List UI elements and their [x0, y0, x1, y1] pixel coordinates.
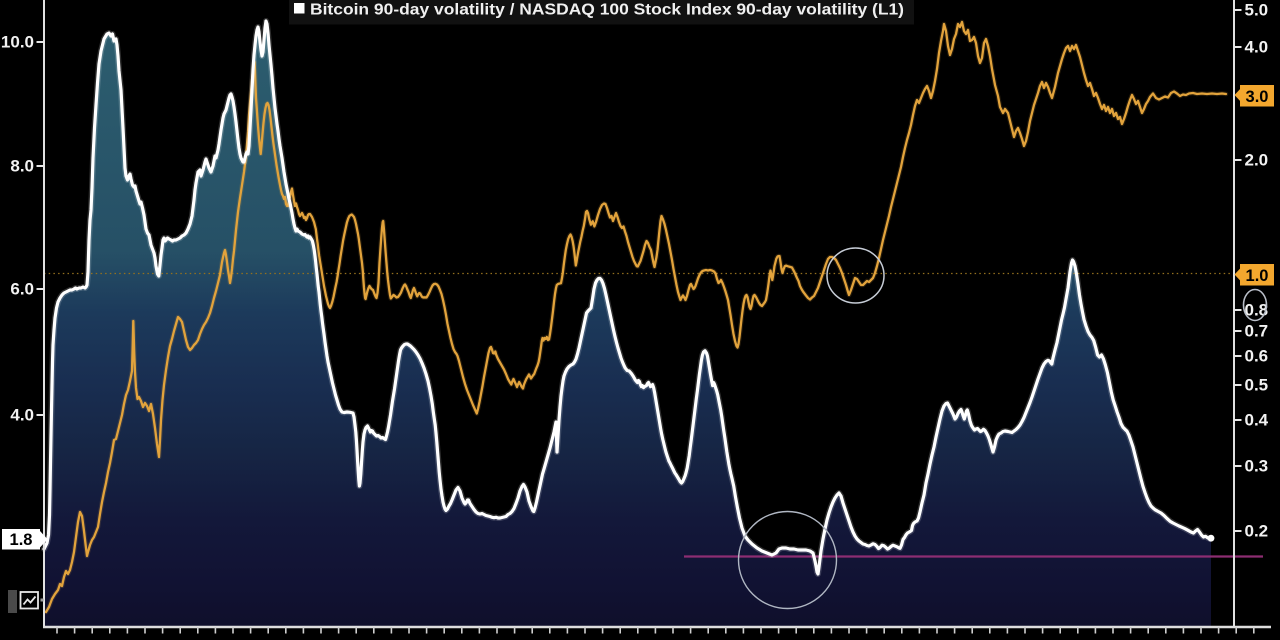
svg-text:Bitcoin 90-day volatility / NA: Bitcoin 90-day volatility / NASDAQ 100 S…: [310, 2, 904, 19]
svg-text:2.0: 2.0: [1245, 151, 1269, 170]
svg-text:4.0: 4.0: [1245, 38, 1269, 57]
svg-text:0.6: 0.6: [1245, 347, 1269, 366]
svg-text:4.0: 4.0: [10, 406, 34, 425]
svg-text:0.7: 0.7: [1245, 322, 1269, 341]
svg-text:8.0: 8.0: [10, 157, 34, 176]
svg-text:0.3: 0.3: [1245, 457, 1269, 476]
svg-text:0.4: 0.4: [1245, 411, 1269, 430]
svg-text:0.2: 0.2: [1245, 522, 1269, 541]
svg-text:3.0: 3.0: [1246, 88, 1269, 106]
svg-text:10.0: 10.0: [1, 33, 34, 52]
svg-text:0.5: 0.5: [1245, 376, 1269, 395]
svg-text:5.0: 5.0: [1245, 1, 1269, 20]
svg-text:1.0: 1.0: [1246, 267, 1269, 285]
svg-text:0.8: 0.8: [1245, 301, 1269, 320]
svg-text:6.0: 6.0: [10, 280, 34, 299]
svg-text:1.8: 1.8: [10, 531, 33, 549]
